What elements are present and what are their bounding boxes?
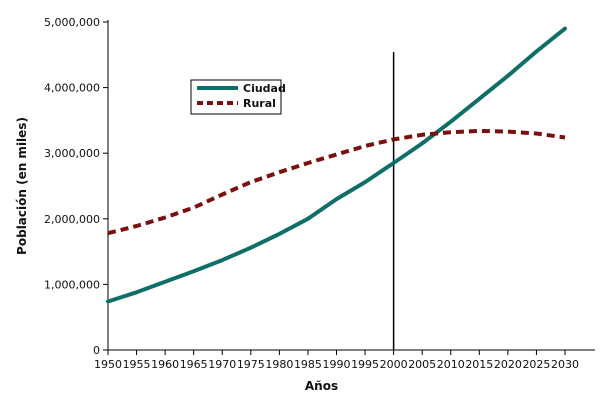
y-tick-label: 5,000,000 bbox=[44, 16, 100, 29]
y-tick-label: 3,000,000 bbox=[44, 147, 100, 160]
x-tick-label: 2000 bbox=[380, 358, 408, 371]
x-tick-label: 1985 bbox=[294, 358, 322, 371]
x-tick-label: 2005 bbox=[408, 358, 436, 371]
x-tick-label: 1970 bbox=[208, 358, 236, 371]
x-tick-label: 1995 bbox=[351, 358, 379, 371]
y-tick-label: 2,000,000 bbox=[44, 213, 100, 226]
legend-label-ciudad: Ciudad bbox=[243, 82, 286, 95]
x-axis-title: Años bbox=[305, 379, 338, 393]
axes bbox=[107, 20, 595, 351]
series-lines bbox=[106, 26, 567, 304]
x-tick-label: 1965 bbox=[180, 358, 208, 371]
x-tick-label: 1980 bbox=[265, 358, 293, 371]
x-tick-label: 2030 bbox=[551, 358, 579, 371]
y-axis-ticks: 0 1,000,000 2,000,000 3,000,000 4,000,000 5,0… bbox=[44, 16, 108, 357]
x-tick-label: 1990 bbox=[323, 358, 351, 371]
x-tick-label: 1960 bbox=[151, 358, 179, 371]
y-tick-label: 4,000,000 bbox=[44, 82, 100, 95]
x-tick-label: 2020 bbox=[494, 358, 522, 371]
x-tick-label: 1975 bbox=[237, 358, 265, 371]
series-line-ciudad bbox=[106, 26, 567, 304]
x-axis-ticks: 1950 1955 1960 1965 1970 1975 1980 1985 1990 1995… bbox=[94, 350, 579, 371]
x-tick-label: 2015 bbox=[465, 358, 493, 371]
legend: Ciudad Rural bbox=[190, 79, 286, 115]
series-line-rural bbox=[107, 128, 566, 236]
y-tick-label: 0 bbox=[93, 344, 100, 357]
x-tick-label: 2010 bbox=[437, 358, 465, 371]
x-tick-label: 1955 bbox=[123, 358, 151, 371]
y-axis-title: Población (en miles) bbox=[15, 117, 29, 255]
legend-label-rural: Rural bbox=[243, 97, 276, 110]
y-tick-label: 1,000,000 bbox=[44, 278, 100, 291]
x-tick-label: 1950 bbox=[94, 358, 122, 371]
legend-box bbox=[190, 79, 282, 115]
x-tick-label: 2025 bbox=[522, 358, 550, 371]
